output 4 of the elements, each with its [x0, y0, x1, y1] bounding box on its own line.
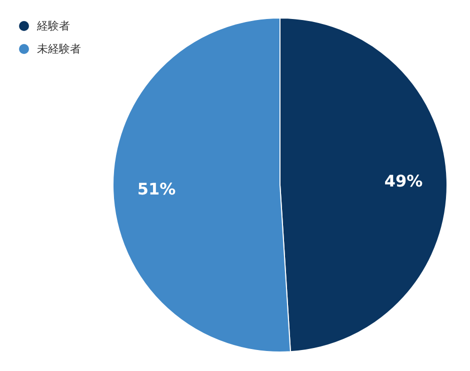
data-label: 49% [384, 172, 423, 191]
legend-label: 未経験者 [37, 42, 81, 56]
legend-label: 経験者 [36, 20, 70, 32]
data-label: 51% [137, 179, 176, 198]
